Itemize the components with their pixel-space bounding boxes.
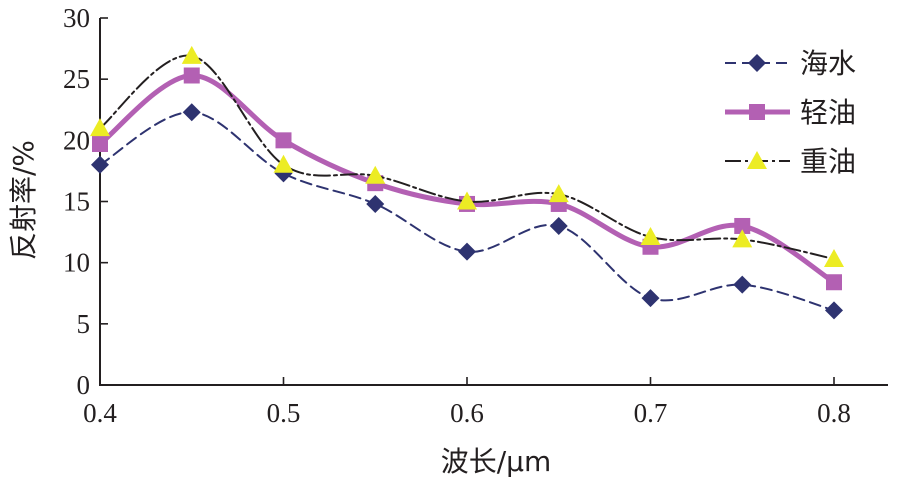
data-point	[549, 216, 568, 235]
x-axis-title: 波长/μm	[441, 445, 552, 478]
data-point	[366, 194, 385, 213]
data-point	[275, 132, 292, 149]
data-point	[181, 45, 202, 64]
series-3	[90, 45, 844, 267]
data-point	[640, 226, 661, 245]
data-point	[90, 118, 110, 137]
y-tick-label: 20	[63, 125, 90, 155]
x-tick-label: 0.8	[817, 398, 851, 428]
y-tick-label: 10	[63, 248, 90, 278]
y-tick-label: 0	[77, 370, 91, 400]
legend-item: 轻油	[725, 96, 856, 129]
legend-marker	[747, 151, 767, 169]
legend-label: 重油	[800, 145, 856, 178]
legend-marker	[749, 104, 765, 120]
data-point	[182, 103, 201, 122]
data-point	[734, 217, 751, 234]
data-point	[826, 274, 842, 291]
data-point	[548, 184, 569, 203]
y-tick-label: 30	[63, 3, 90, 33]
legend-item: 海水	[725, 47, 856, 80]
x-tick-label: 0.6	[450, 398, 484, 428]
y-tick-label: 5	[77, 309, 91, 339]
series-line	[99, 54, 835, 260]
data-point	[183, 67, 200, 84]
data-point	[365, 165, 386, 184]
y-tick-label: 25	[63, 64, 90, 94]
legend-item: 重油	[725, 145, 856, 178]
data-point	[641, 289, 660, 308]
legend-label: 海水	[800, 47, 856, 80]
data-point	[825, 301, 843, 320]
series-1	[91, 103, 843, 320]
x-tick-label: 0.5	[267, 398, 301, 428]
legend-label: 轻油	[800, 96, 856, 129]
axes: 0 5 10 15 20 25 30 0.4 0.5 0.6 0.7 0.8	[63, 3, 888, 428]
data-point	[732, 229, 753, 248]
data-point	[733, 275, 752, 294]
data-point	[457, 191, 477, 210]
data-point	[824, 248, 844, 267]
data-point	[91, 155, 109, 174]
legend-marker	[748, 54, 766, 72]
y-axis-title: 反射率/%	[7, 140, 40, 260]
data-point	[273, 154, 294, 173]
y-tick-label: 15	[63, 187, 90, 217]
data-point	[92, 136, 108, 153]
axis-lines	[99, 18, 888, 386]
x-tick-label: 0.4	[83, 398, 117, 428]
data-point	[458, 242, 476, 261]
x-tick-label: 0.7	[634, 398, 668, 428]
series-layer	[90, 45, 844, 320]
